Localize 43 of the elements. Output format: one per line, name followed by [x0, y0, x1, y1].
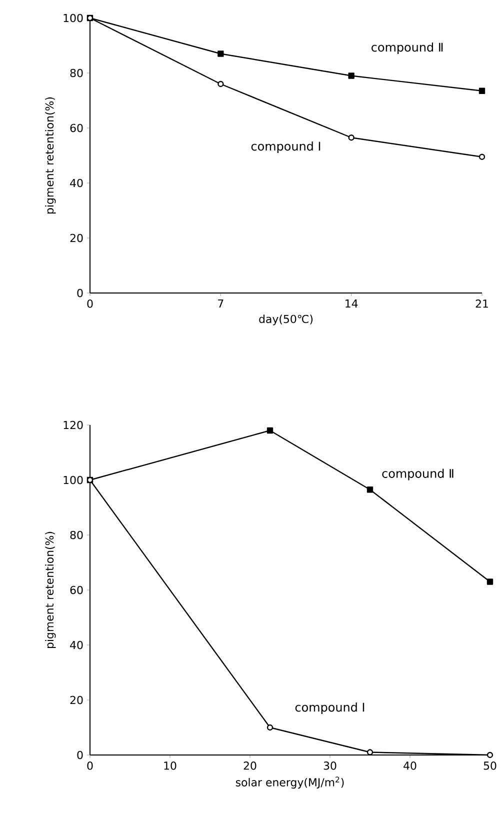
point: [366, 486, 374, 493]
x-tick-label: 50: [484, 762, 496, 770]
y-tick-label: 0: [77, 288, 83, 298]
y-tick-label: 120: [64, 420, 83, 430]
x-tick-label: 21: [476, 300, 488, 308]
y-tick-label: 0: [77, 750, 83, 760]
y-tick-label: 80: [70, 530, 83, 540]
point: [366, 749, 374, 756]
y-axis-title: pigment retention(%): [45, 532, 56, 648]
series-label: compound Ⅰ: [251, 141, 320, 154]
series-label: compound Ⅰ: [295, 702, 364, 714]
x-tick-label: 40: [404, 762, 416, 770]
point: [486, 752, 494, 758]
point: [486, 578, 494, 585]
series-label: compound Ⅱ: [382, 468, 454, 480]
y-tick-label: 60: [70, 586, 83, 594]
y-tick-label: 40: [70, 178, 83, 188]
x-tick-label: 7: [218, 300, 224, 308]
x-tick-label: 0: [87, 762, 93, 770]
y-tick-label: 100: [64, 14, 83, 22]
x-tick-label: 20: [244, 762, 256, 770]
x-axis-title: solar energy(MJ/m$^{2}$): [236, 776, 344, 789]
point: [218, 80, 224, 88]
point: [348, 72, 354, 79]
point: [478, 154, 486, 160]
point: [266, 724, 274, 731]
x-axis-title: day(50℃): [259, 314, 313, 326]
point: [218, 50, 224, 57]
x-tick-label: 14: [346, 300, 358, 308]
point: [478, 88, 486, 94]
x-tick-label: 30: [324, 762, 336, 770]
point: [266, 427, 274, 434]
series-label: compound Ⅱ: [372, 42, 443, 54]
y-tick-label: 20: [70, 234, 83, 242]
y-tick-label: 20: [70, 696, 83, 704]
x-tick-label: 10: [164, 762, 176, 770]
y-axis-title: pigment retention(%): [45, 97, 56, 214]
y-tick-label: 60: [70, 124, 83, 132]
x-tick-label: 0: [87, 300, 93, 308]
point: [348, 134, 354, 141]
y-tick-label: 40: [70, 640, 83, 650]
y-tick-label: 100: [64, 476, 83, 484]
y-tick-label: 80: [70, 68, 83, 78]
